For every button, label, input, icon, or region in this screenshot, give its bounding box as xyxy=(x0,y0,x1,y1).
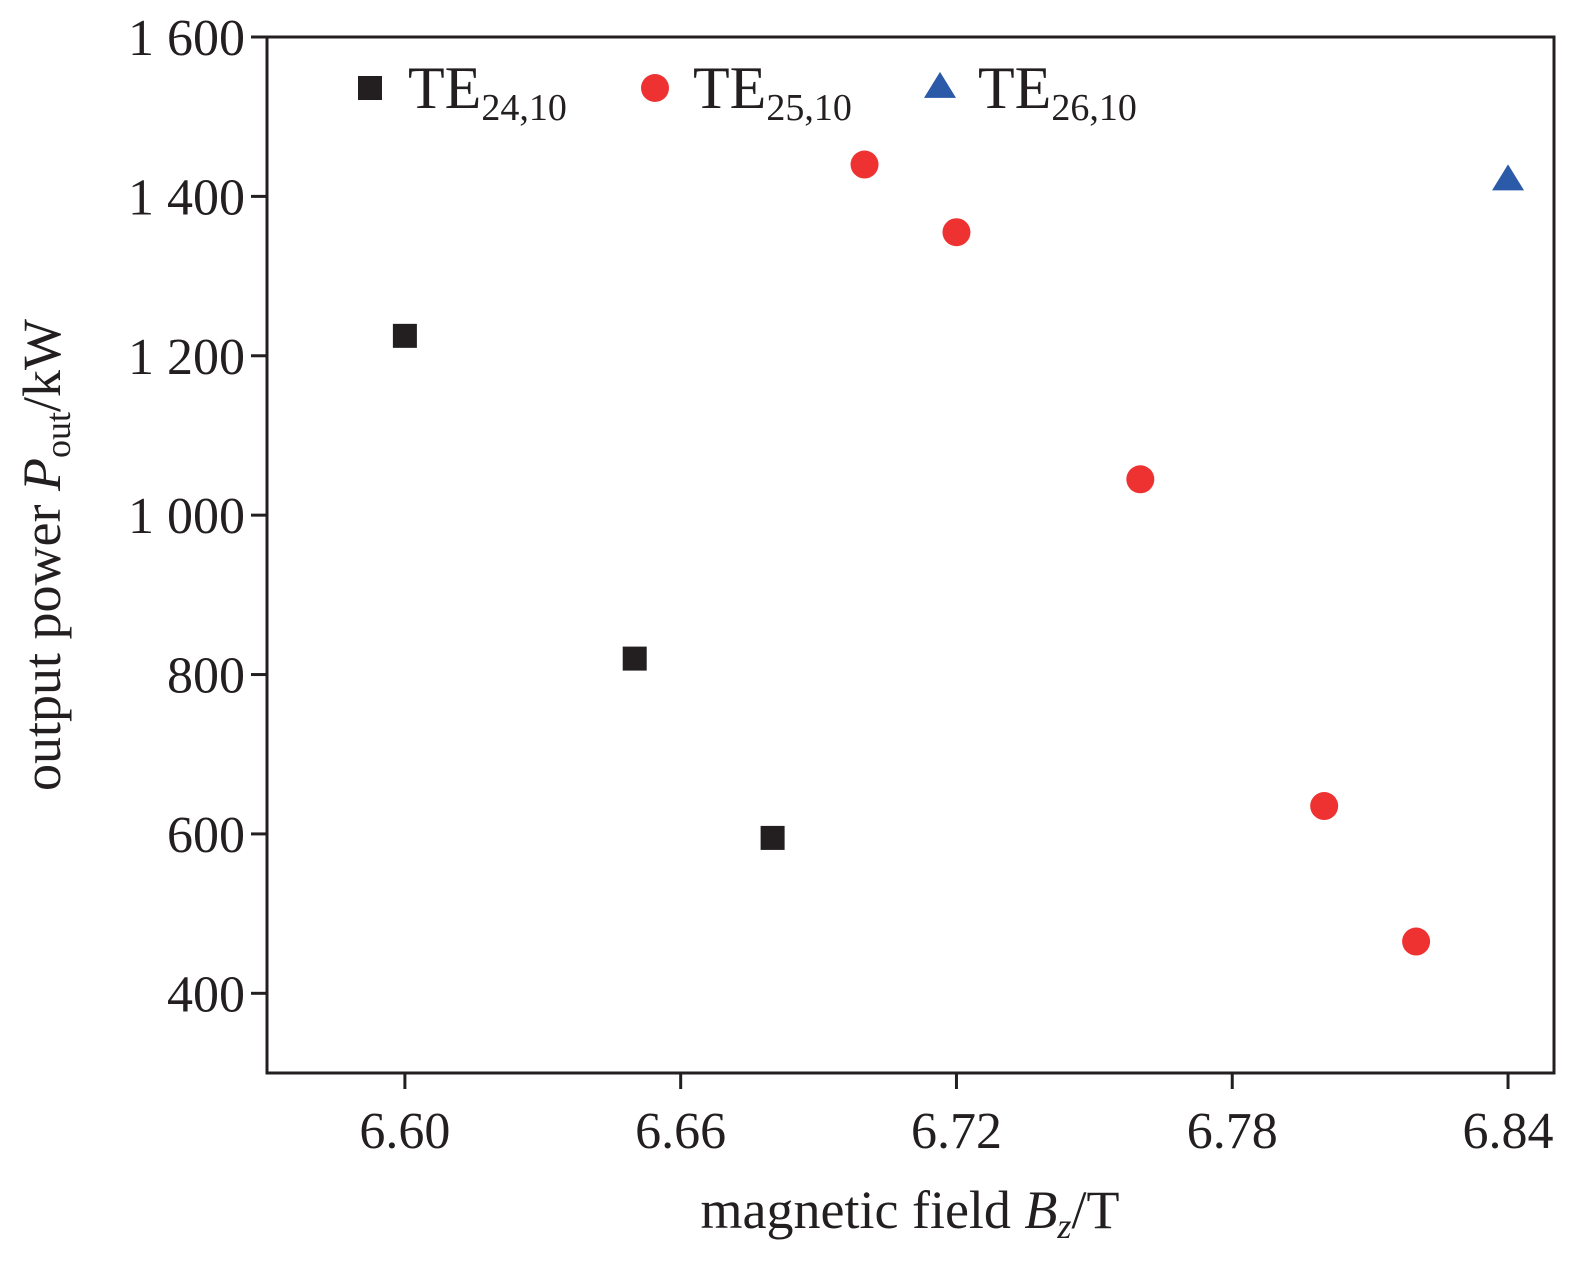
data-point-square xyxy=(760,825,785,850)
axes xyxy=(265,35,1556,1075)
x-tick-label: 6.78 xyxy=(1187,1103,1278,1160)
data-point-triangle xyxy=(1492,164,1525,191)
y-tick-label: 1 200 xyxy=(128,329,245,386)
x-tick-label: 6.72 xyxy=(911,1103,1002,1160)
y-tick-label: 600 xyxy=(167,807,245,864)
data-point-circle xyxy=(1310,792,1339,821)
y-axis-title: output power Pout/kW xyxy=(12,319,78,791)
y-tick-label: 1 600 xyxy=(128,10,245,67)
data-point-square xyxy=(392,323,417,348)
x-tick-label: 6.84 xyxy=(1463,1103,1554,1160)
x-tick-label: 6.66 xyxy=(635,1103,726,1160)
y-tick-label: 1 400 xyxy=(128,169,245,226)
y-tick-label: 800 xyxy=(167,648,245,705)
legend-label: TE24,10 xyxy=(408,55,567,129)
legend: TE24,10 TE25,10 TE26,10 xyxy=(358,55,1137,129)
data-point-circle xyxy=(1402,927,1431,956)
data-points xyxy=(392,150,1525,956)
data-point-circle xyxy=(1126,465,1155,494)
legend-marker-triangle xyxy=(924,71,956,98)
y-tick-label: 1 000 xyxy=(128,488,245,545)
legend-marker-circle xyxy=(641,74,669,102)
ticks: 6.60 6.66 6.72 6.78 6.84 400 600 800 1 000 1 200 1… xyxy=(128,10,1554,1160)
data-point-circle xyxy=(850,150,879,179)
y-tick-label: 400 xyxy=(167,966,245,1023)
data-point-square xyxy=(622,646,647,671)
data-point-circle xyxy=(942,218,971,247)
x-tick-label: 6.60 xyxy=(359,1103,450,1160)
legend-marker-square xyxy=(358,76,382,100)
legend-label: TE25,10 xyxy=(693,55,852,129)
legend-label: TE26,10 xyxy=(978,55,1137,129)
plot-frame xyxy=(265,35,1556,1075)
x-axis-title: magnetic field Bz/T xyxy=(701,1180,1120,1246)
